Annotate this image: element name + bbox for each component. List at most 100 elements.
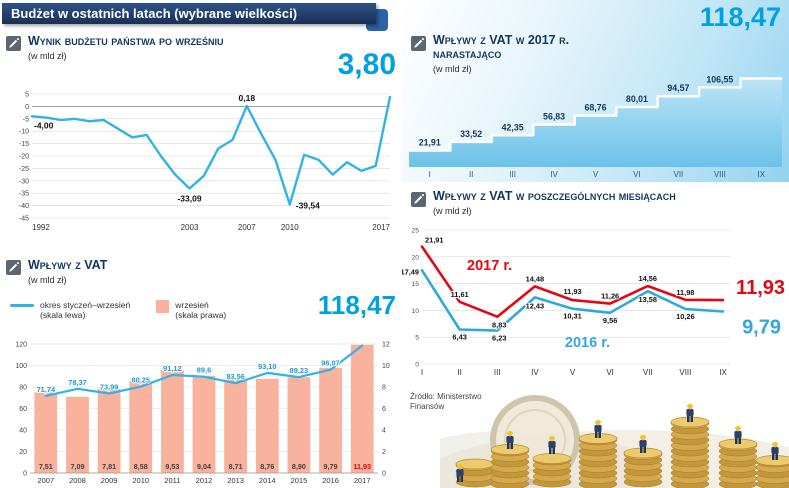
svg-text:I: I [429, 170, 431, 179]
svg-text:0: 0 [23, 471, 27, 478]
svg-text:VII: VII [643, 368, 653, 377]
svg-text:15: 15 [411, 281, 419, 288]
svg-text:7,09: 7,09 [70, 462, 84, 471]
legend-bar-label: wrzesień (skala prawa) [175, 300, 227, 321]
svg-text:71,74: 71,74 [37, 385, 56, 394]
svg-text:13,58: 13,58 [639, 295, 658, 304]
svg-text:80: 80 [19, 385, 27, 392]
svg-text:83,56: 83,56 [226, 372, 245, 381]
svg-text:2012: 2012 [196, 476, 213, 485]
svg-text:20: 20 [19, 449, 27, 456]
svg-text:2013: 2013 [227, 476, 244, 485]
svg-text:2010: 2010 [281, 223, 299, 232]
svg-text:VI: VI [606, 368, 614, 377]
svg-text:2015: 2015 [291, 476, 308, 485]
svg-text:33,52: 33,52 [460, 129, 482, 139]
svg-text:100: 100 [15, 363, 27, 370]
svg-text:6,23: 6,23 [492, 334, 506, 343]
svg-text:-40: -40 [19, 203, 29, 210]
chart-title-budget: Wynik budżetu państwa po wrześniu [28, 34, 224, 48]
svg-text:9,56: 9,56 [603, 316, 617, 325]
chart-title-monthly: Wpływy z VAT w poszczególnych miesiącach [433, 189, 676, 203]
svg-text:0: 0 [25, 104, 29, 111]
svg-text:0: 0 [382, 471, 386, 478]
svg-text:5: 5 [415, 335, 419, 342]
svg-text:120: 120 [15, 342, 27, 349]
svg-text:11,93: 11,93 [736, 277, 785, 299]
svg-text:-20: -20 [19, 154, 29, 161]
svg-text:-45: -45 [19, 216, 29, 223]
svg-text:IX: IX [719, 368, 727, 377]
svg-text:8,76: 8,76 [260, 462, 274, 471]
svg-text:II: II [457, 368, 461, 377]
svg-text:9,79: 9,79 [324, 462, 338, 471]
svg-text:78,37: 78,37 [68, 378, 87, 387]
svg-text:2010: 2010 [132, 476, 149, 485]
chart-title-vat: Wpływy z VAT [28, 258, 108, 272]
source-note: Źródło: Ministerstwo Finansów [410, 392, 482, 412]
photo-miniature-workers-on-coins [440, 395, 789, 488]
svg-text:0,18: 0,18 [239, 93, 256, 103]
svg-text:2016: 2016 [322, 476, 339, 485]
svg-text:6: 6 [382, 406, 386, 413]
svg-text:-33,09: -33,09 [177, 193, 201, 203]
svg-text:-15: -15 [19, 141, 29, 148]
svg-text:8,71: 8,71 [229, 462, 243, 471]
svg-text:68,76: 68,76 [584, 103, 606, 113]
svg-text:-30: -30 [19, 178, 29, 185]
svg-text:11,93: 11,93 [563, 287, 581, 296]
svg-text:V: V [593, 170, 599, 179]
svg-text:2007: 2007 [238, 223, 256, 232]
svg-text:III: III [509, 170, 516, 179]
svg-text:-39,54: -39,54 [296, 200, 320, 210]
svg-text:7,81: 7,81 [102, 462, 116, 471]
svg-text:I: I [421, 368, 423, 377]
svg-text:11,93: 11,93 [353, 462, 371, 471]
chart-vat-yearly: Wpływy z VAT (w mld zł) okres styczeń–wr… [6, 258, 398, 486]
svg-text:14,48: 14,48 [526, 274, 545, 283]
svg-text:12: 12 [382, 342, 390, 349]
svg-text:94,57: 94,57 [667, 83, 689, 93]
chart-subtitle-vat: (w mld zł) [28, 274, 67, 285]
page-title: Budżet w ostatnich latach (wybrane wielk… [11, 6, 298, 21]
svg-text:II: II [469, 170, 473, 179]
svg-text:5: 5 [25, 92, 29, 99]
chart-budget-result: Wynik budżetu państwa po wrześniu (w mld… [6, 34, 398, 256]
svg-text:2003: 2003 [181, 223, 199, 232]
chart-subtitle-monthly: (w mld zł) [433, 205, 472, 216]
svg-text:73,99: 73,99 [100, 382, 119, 391]
legend-bar-swatch [156, 300, 170, 313]
svg-text:11,26: 11,26 [601, 292, 619, 301]
svg-text:-4,00: -4,00 [34, 120, 54, 130]
svg-text:9,53: 9,53 [165, 462, 179, 471]
chart-title-cumulative: Wpływy z VAT w 2017 r. narastająco [433, 33, 570, 61]
svg-text:6,43: 6,43 [452, 333, 466, 342]
svg-text:2017 r.: 2017 r. [467, 258, 512, 274]
svg-text:42,35: 42,35 [502, 122, 524, 132]
svg-text:-5: -5 [23, 116, 29, 123]
svg-text:2009: 2009 [101, 476, 118, 485]
legend-line-label: okres styczeń–wrzesień (skala lewa) [40, 300, 131, 321]
chart-subtitle-cumulative: (w mld zł) [433, 63, 472, 74]
svg-text:91,12: 91,12 [163, 364, 182, 373]
chart-subtitle-budget: (w mld zł) [28, 50, 67, 61]
chart-vat-cumulative: Wpływy z VAT w 2017 r. narastająco (w ml… [402, 0, 789, 182]
big-value-vat-yearly: 118,47 [317, 290, 396, 320]
svg-text:12,43: 12,43 [526, 301, 545, 310]
svg-text:IX: IX [757, 170, 765, 179]
svg-text:9,79: 9,79 [742, 317, 781, 339]
svg-text:20: 20 [411, 254, 419, 261]
svg-text:8,90: 8,90 [292, 462, 306, 471]
svg-text:V: V [570, 368, 576, 377]
svg-text:4: 4 [382, 428, 386, 435]
svg-text:8: 8 [382, 385, 386, 392]
svg-text:7,51: 7,51 [39, 462, 53, 471]
svg-text:14,56: 14,56 [639, 274, 658, 283]
svg-text:2017: 2017 [354, 476, 371, 485]
big-value-cumulative: 118,47 [699, 2, 781, 32]
notepad-pencil-icon [411, 192, 426, 207]
svg-text:25: 25 [411, 228, 419, 235]
svg-text:2016 r.: 2016 r. [565, 335, 610, 351]
